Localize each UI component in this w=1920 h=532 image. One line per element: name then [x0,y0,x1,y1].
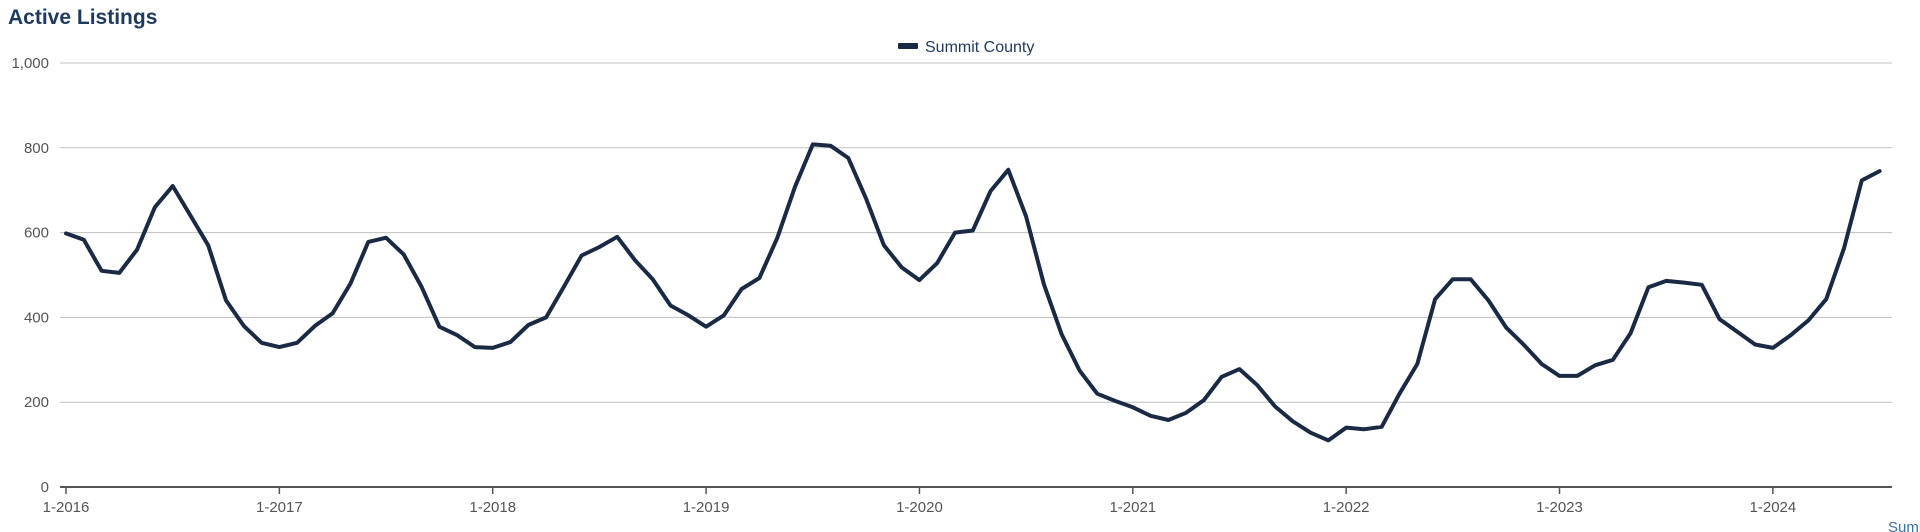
x-tick-label: 1-2017 [256,499,303,516]
footer-label: Summit County: Residential [1888,519,1920,532]
x-tick-label: 1-2024 [1750,499,1797,516]
x-axis-ticks: 1-2016 1-2017 1-2018 1-2019 1-2020 1-2021 1-20… [43,487,1797,516]
y-tick-label: 0 [41,479,49,496]
y-axis-ticks: 0 200 400 600 800 1,000 [11,55,49,496]
x-tick-label: 1-2019 [683,499,730,516]
chart-title: Active Listings [8,6,158,29]
y-tick-label: 400 [24,309,49,326]
y-tick-label: 600 [24,225,49,242]
x-tick-label: 1-2020 [896,499,943,516]
legend-label: Summit County [925,39,1034,56]
x-tick-label: 1-2018 [469,499,516,516]
series-layer [64,142,1882,443]
y-tick-label: 200 [24,394,49,411]
legend: Summit County [898,39,1034,56]
x-tick-label: 1-2022 [1323,499,1370,516]
legend-swatch [898,43,918,49]
y-tick-label: 1,000 [11,55,49,72]
grid-lines [60,62,1892,488]
x-tick-label: 1-2023 [1536,499,1583,516]
series-line-0 [64,142,1882,443]
y-tick-label: 800 [24,140,49,157]
x-tick-label: 1-2016 [43,499,90,516]
x-tick-label: 1-2021 [1109,499,1156,516]
